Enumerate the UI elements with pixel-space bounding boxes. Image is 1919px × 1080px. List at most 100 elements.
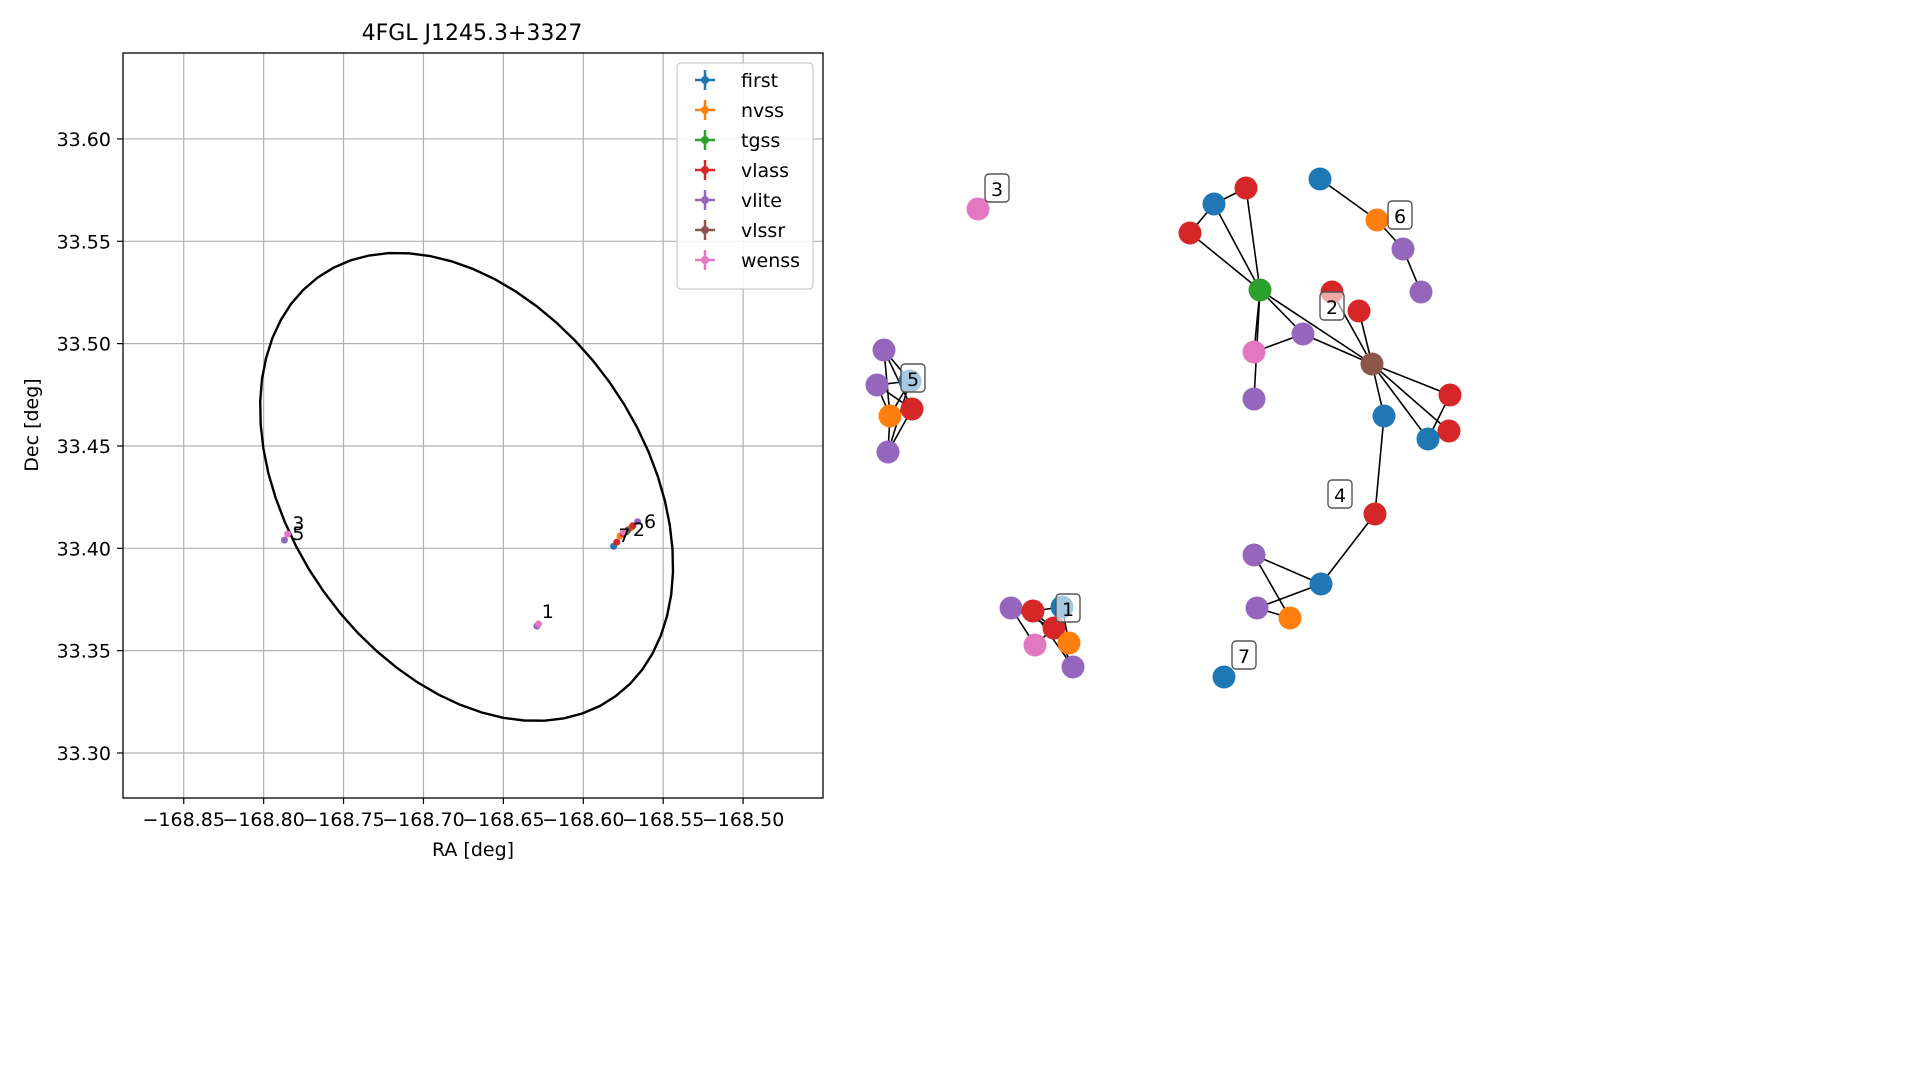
cluster-label: 6 xyxy=(1387,200,1413,230)
legend-marker xyxy=(701,166,709,174)
network-node-vlite xyxy=(1245,596,1269,620)
network-node-first xyxy=(1416,427,1440,451)
network-node-vlite xyxy=(1409,280,1433,304)
network-node-nvss xyxy=(1057,631,1081,655)
network-edge xyxy=(1189,232,1261,291)
y-tick-label: 33.60 xyxy=(57,129,111,151)
network-node-first xyxy=(1202,192,1226,216)
cluster-label: 3 xyxy=(984,173,1010,203)
legend-marker xyxy=(701,76,709,84)
network-node-vlass xyxy=(1438,383,1462,407)
legend-label: first xyxy=(741,70,778,92)
network-node-vlite xyxy=(865,373,889,397)
network-node-vlass xyxy=(1363,502,1387,526)
x-tick-label: −168.70 xyxy=(382,809,464,831)
network-node-vlass xyxy=(900,397,924,421)
cluster-label: 7 xyxy=(1231,640,1257,670)
point-annotations: 1 7 2 6 35 xyxy=(292,511,656,623)
network-node-vlite xyxy=(872,338,896,362)
point-wenss xyxy=(619,528,627,536)
network-node-vlite xyxy=(1242,543,1266,567)
legend-label: vlssr xyxy=(741,220,785,242)
cluster-label: 4 xyxy=(1327,479,1353,509)
cluster-label: 5 xyxy=(900,363,926,393)
network-node-nvss xyxy=(878,404,902,428)
network-node-tgss xyxy=(1248,278,1272,302)
legend-item-tgss: tgss xyxy=(695,130,780,152)
y-tick-label: 33.30 xyxy=(57,743,111,765)
cluster-label: 2 xyxy=(1319,291,1345,321)
network-node-vlite xyxy=(1242,387,1266,411)
network-edge xyxy=(1371,363,1451,396)
legend-item-wenss: wenss xyxy=(695,250,800,272)
point-wenss xyxy=(535,620,543,628)
network-node-vlite xyxy=(1291,322,1315,346)
plot-frame xyxy=(122,52,824,799)
network-labels: 5 3 1 2 6 4 7 xyxy=(900,173,1413,670)
point-wenss xyxy=(284,530,292,538)
data-points xyxy=(280,518,642,630)
network-nodes xyxy=(865,167,1462,689)
cluster-label-box xyxy=(1231,640,1257,670)
network-edges xyxy=(876,178,1451,668)
y-axis-ticks: 33.30 33.35 33.40 33.45 33.50 33.55 33.60 xyxy=(57,129,123,765)
chart-title: 4FGL J1245.3+3327 xyxy=(362,21,583,46)
x-tick-label: −168.55 xyxy=(622,809,704,831)
point-annotation: 1 xyxy=(542,601,554,623)
cluster-label-box xyxy=(900,363,926,393)
network-node-first xyxy=(1212,665,1236,689)
network-node-vlite xyxy=(1061,655,1085,679)
legend-item-vlite: vlite xyxy=(695,190,782,212)
network-node-vlass xyxy=(1234,176,1258,200)
legend-item-vlass: vlass xyxy=(695,160,789,182)
legend-label: vlite xyxy=(741,190,782,212)
cluster-label-text: 4 xyxy=(1334,485,1346,507)
network-node-first xyxy=(1309,572,1333,596)
network-node-vlass xyxy=(1347,299,1371,323)
legend-item-nvss: nvss xyxy=(695,100,784,122)
point-vlite xyxy=(634,518,642,526)
x-tick-label: −168.60 xyxy=(542,809,624,831)
x-tick-label: −168.50 xyxy=(702,809,784,831)
legend-marker xyxy=(701,226,709,234)
network-edge xyxy=(1259,289,1373,365)
point-vlass xyxy=(613,538,621,546)
x-tick-label: −168.85 xyxy=(143,809,225,831)
point-vlass xyxy=(629,522,637,530)
cluster-label-text: 1 xyxy=(1062,599,1074,621)
cluster-label-box xyxy=(1387,200,1413,230)
y-tick-label: 33.50 xyxy=(57,334,111,356)
legend-label: wenss xyxy=(741,250,800,272)
error-ellipse xyxy=(258,251,675,722)
network-node-vlass xyxy=(1021,599,1045,623)
legend: first nvss tgss vlass vlite vlssr wenss xyxy=(676,62,814,290)
network-node-wenss xyxy=(1023,633,1047,657)
network-edge xyxy=(1245,187,1261,291)
network-edge xyxy=(1253,554,1322,585)
legend-box xyxy=(676,62,814,290)
network-edge xyxy=(1320,513,1376,585)
network-node-vlite xyxy=(999,596,1023,620)
cluster-label-text: 3 xyxy=(991,179,1003,201)
cluster-label-text: 5 xyxy=(907,369,919,391)
network-node-vlite xyxy=(1391,237,1415,261)
cluster-label-box xyxy=(1327,479,1353,509)
error-ellipse-layer xyxy=(258,251,675,722)
network-edge xyxy=(1371,363,1429,440)
network-edge xyxy=(1213,203,1261,291)
legend-marker xyxy=(701,196,709,204)
x-tick-label: −168.75 xyxy=(302,809,384,831)
cluster-label-text: 6 xyxy=(1394,206,1406,228)
network-edge xyxy=(1371,363,1450,432)
legend-label: nvss xyxy=(741,100,784,122)
legend-label: tgss xyxy=(741,130,780,152)
network-edge xyxy=(1253,554,1291,619)
network-graph: 5 3 1 2 6 4 7 xyxy=(865,167,1462,689)
network-edge xyxy=(1374,415,1385,515)
legend-item-first: first xyxy=(695,70,778,92)
network-node-vlssr xyxy=(1360,352,1384,376)
network-edge xyxy=(1319,178,1378,221)
network-node-nvss xyxy=(1365,208,1389,232)
cluster-label-box xyxy=(1319,291,1345,321)
